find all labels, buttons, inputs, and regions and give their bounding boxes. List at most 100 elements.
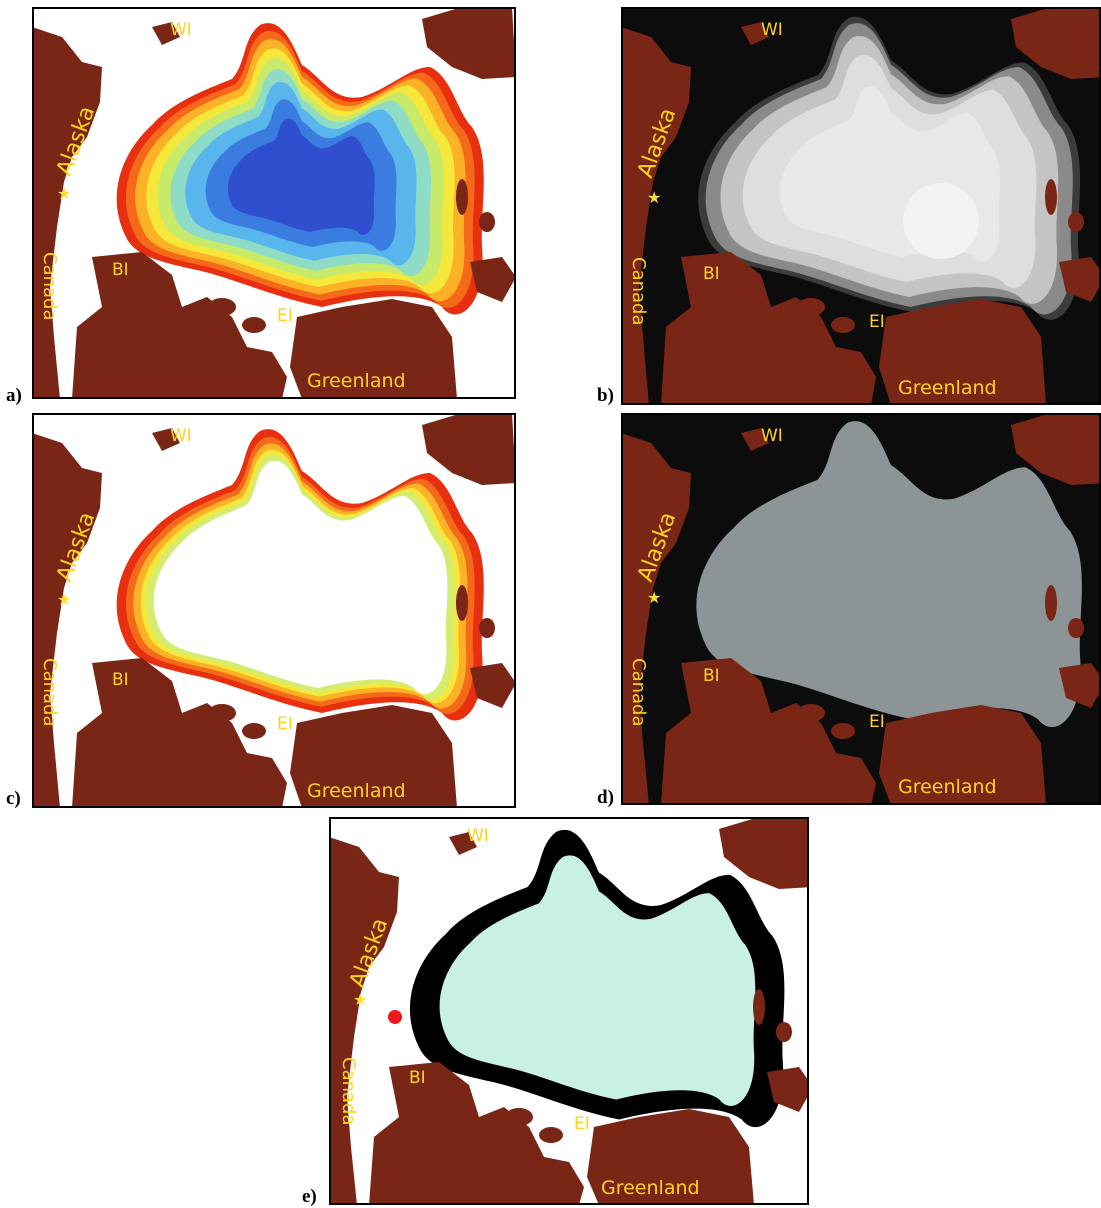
label-greenland: Greenland bbox=[898, 377, 997, 399]
land-mass-4 bbox=[741, 428, 769, 451]
islet-6 bbox=[457, 1178, 481, 1196]
islet-8 bbox=[479, 618, 495, 638]
islet-8 bbox=[1068, 618, 1084, 638]
islet-5 bbox=[702, 751, 730, 775]
label-ei: EI bbox=[574, 1114, 590, 1134]
ice-group bbox=[116, 429, 484, 721]
label-canada: Canada bbox=[628, 257, 649, 326]
islet-6 bbox=[160, 774, 184, 792]
land-mass-2 bbox=[290, 299, 457, 399]
panel-e: WI Alaska Canada BI EI Greenland ★ bbox=[329, 817, 809, 1205]
panel-letter-c: c) bbox=[6, 788, 21, 809]
islet-8 bbox=[776, 1022, 792, 1042]
islet-2 bbox=[176, 327, 208, 347]
islet-2 bbox=[765, 327, 797, 347]
ice-group bbox=[409, 829, 785, 1128]
land-mass-2 bbox=[879, 705, 1046, 805]
islet-7 bbox=[456, 179, 468, 215]
star-marker: ★ bbox=[57, 592, 71, 609]
land-group bbox=[32, 7, 516, 399]
islet-5 bbox=[113, 751, 141, 775]
label-wi: WI bbox=[761, 20, 783, 40]
pole-hole bbox=[903, 183, 979, 259]
label-canada: Canada bbox=[338, 1057, 359, 1126]
islet-0 bbox=[797, 704, 825, 722]
panel-frame bbox=[329, 817, 809, 1205]
islet-4 bbox=[729, 704, 753, 722]
panel-letter-b: b) bbox=[597, 385, 614, 406]
panel-frame bbox=[32, 7, 516, 399]
islet-0 bbox=[797, 298, 825, 316]
panel-letter-d: d) bbox=[597, 787, 614, 808]
panel-d: WI Alaska Canada BI EI Greenland ★ bbox=[621, 413, 1101, 805]
land-group bbox=[32, 413, 516, 808]
label-wi: WI bbox=[170, 426, 192, 446]
islet-0 bbox=[208, 704, 236, 722]
label-canada: Canada bbox=[39, 658, 60, 727]
land-mass-4 bbox=[152, 428, 180, 451]
land-mass-3 bbox=[422, 413, 516, 485]
islet-2 bbox=[473, 1137, 505, 1157]
land-mass-0 bbox=[32, 433, 102, 808]
panel-c: WI Alaska Canada BI EI Greenland ★ bbox=[32, 413, 516, 808]
label-bi: BI bbox=[409, 1068, 426, 1088]
land-mass-3 bbox=[1011, 7, 1101, 79]
land-mass-0 bbox=[32, 27, 102, 399]
islet-5 bbox=[410, 1155, 438, 1179]
islet-3 bbox=[803, 758, 839, 778]
land-mass-0 bbox=[621, 433, 691, 805]
panel-letter-a: a) bbox=[6, 385, 22, 406]
islet-1 bbox=[242, 723, 266, 739]
land-group bbox=[329, 817, 809, 1205]
panel-a: WI Alaska Canada BI EI Greenland ★ bbox=[32, 7, 516, 399]
land-mass-4 bbox=[741, 22, 769, 45]
star-marker: ★ bbox=[647, 590, 661, 607]
islet-3 bbox=[214, 352, 250, 372]
islet-7 bbox=[753, 989, 765, 1025]
label-canada: Canada bbox=[628, 658, 649, 727]
land-group bbox=[621, 7, 1101, 405]
islet-7 bbox=[1045, 585, 1057, 621]
islet-5 bbox=[702, 345, 730, 369]
islet-5 bbox=[113, 345, 141, 369]
star-marker: ★ bbox=[353, 992, 367, 1009]
islet-3 bbox=[511, 1162, 547, 1182]
land-mass-0 bbox=[621, 27, 691, 405]
islet-4 bbox=[437, 1108, 461, 1126]
ice-zone-0 bbox=[696, 421, 1082, 728]
islet-1 bbox=[831, 723, 855, 739]
islet-7 bbox=[456, 585, 468, 621]
panel-frame bbox=[621, 413, 1101, 805]
label-wi: WI bbox=[170, 20, 192, 40]
islet-8 bbox=[479, 212, 495, 232]
ice-group bbox=[698, 16, 1081, 320]
label-bi: BI bbox=[703, 666, 720, 686]
islet-7 bbox=[1045, 179, 1057, 215]
land-mass-2 bbox=[879, 299, 1046, 405]
label-greenland: Greenland bbox=[601, 1177, 700, 1199]
panel-b: WI Alaska Canada BI EI Greenland ★ bbox=[621, 7, 1101, 405]
land-mass-2 bbox=[587, 1109, 754, 1205]
ice-group bbox=[696, 421, 1082, 728]
label-wi: WI bbox=[467, 826, 489, 846]
label-greenland: Greenland bbox=[307, 780, 406, 802]
islet-1 bbox=[242, 317, 266, 333]
islet-0 bbox=[505, 1108, 533, 1126]
label-ei: EI bbox=[869, 712, 885, 732]
islet-6 bbox=[160, 368, 184, 386]
ice-zone-1 bbox=[439, 855, 756, 1106]
label-greenland: Greenland bbox=[307, 370, 406, 392]
label-bi: BI bbox=[112, 260, 129, 280]
islet-1 bbox=[539, 1127, 563, 1143]
islet-3 bbox=[214, 758, 250, 778]
islet-6 bbox=[749, 368, 773, 386]
land-mass-5 bbox=[1059, 663, 1101, 708]
islet-0 bbox=[208, 298, 236, 316]
islet-3 bbox=[803, 352, 839, 372]
ice-zone-8 bbox=[227, 118, 375, 235]
land-mass-5 bbox=[470, 257, 516, 302]
islet-8 bbox=[1068, 212, 1084, 232]
